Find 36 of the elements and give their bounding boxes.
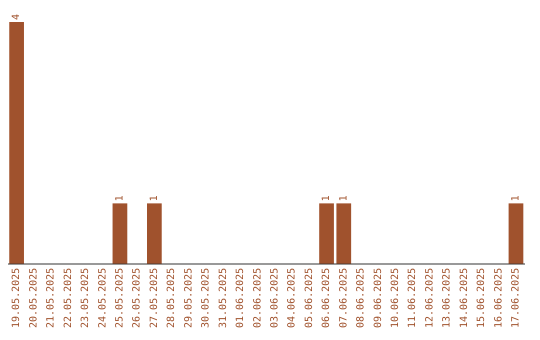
- data-label: 4: [11, 14, 22, 20]
- data-label: 1: [148, 195, 160, 202]
- x-tick-label: 29.05.2025: [183, 268, 194, 328]
- x-tick-label: 20.05.2025: [28, 268, 40, 328]
- x-tick-label: 08.06.2025: [356, 268, 367, 328]
- data-label: 1: [321, 195, 332, 202]
- x-tick-label: 17.06.2025: [510, 268, 522, 328]
- x-tick-label: 24.05.2025: [97, 268, 108, 328]
- x-tick-label: 11.06.2025: [407, 268, 418, 328]
- x-tick-label: 10.06.2025: [390, 268, 402, 328]
- data-label: 1: [510, 195, 522, 202]
- x-tick-label: 26.05.2025: [132, 268, 143, 328]
- x-tick-label: 19.05.2025: [11, 268, 22, 328]
- x-tick-label: 22.05.2025: [62, 268, 74, 328]
- x-tick-label: 02.06.2025: [252, 268, 264, 328]
- data-label: 1: [338, 195, 350, 202]
- x-tick-label: 09.06.2025: [372, 268, 384, 328]
- x-tick-label: 21.05.2025: [46, 268, 57, 328]
- x-tick-label: 28.05.2025: [166, 268, 178, 328]
- x-tick-label: 25.05.2025: [114, 268, 126, 328]
- x-tick-label: 13.06.2025: [442, 268, 453, 328]
- x-tick-label: 12.06.2025: [424, 268, 436, 328]
- x-tick-label: 03.06.2025: [269, 268, 280, 328]
- x-tick-label: 31.05.2025: [218, 268, 229, 328]
- x-tick-label: 15.06.2025: [476, 268, 488, 328]
- x-tick-label: 27.05.2025: [148, 268, 160, 328]
- x-tick-label: 23.05.2025: [80, 268, 92, 328]
- x-tick-label: 14.06.2025: [458, 268, 470, 328]
- x-tick-label: 30.05.2025: [200, 268, 212, 328]
- x-tick-label: 01.06.2025: [235, 268, 246, 328]
- x-tick-label: 06.06.2025: [321, 268, 332, 328]
- x-tick-label: 04.06.2025: [286, 268, 298, 328]
- x-tick-label: 16.06.2025: [493, 268, 504, 328]
- data-label: 1: [114, 195, 126, 202]
- x-tick-label: 05.06.2025: [304, 268, 315, 328]
- x-tick-label: 07.06.2025: [338, 268, 350, 328]
